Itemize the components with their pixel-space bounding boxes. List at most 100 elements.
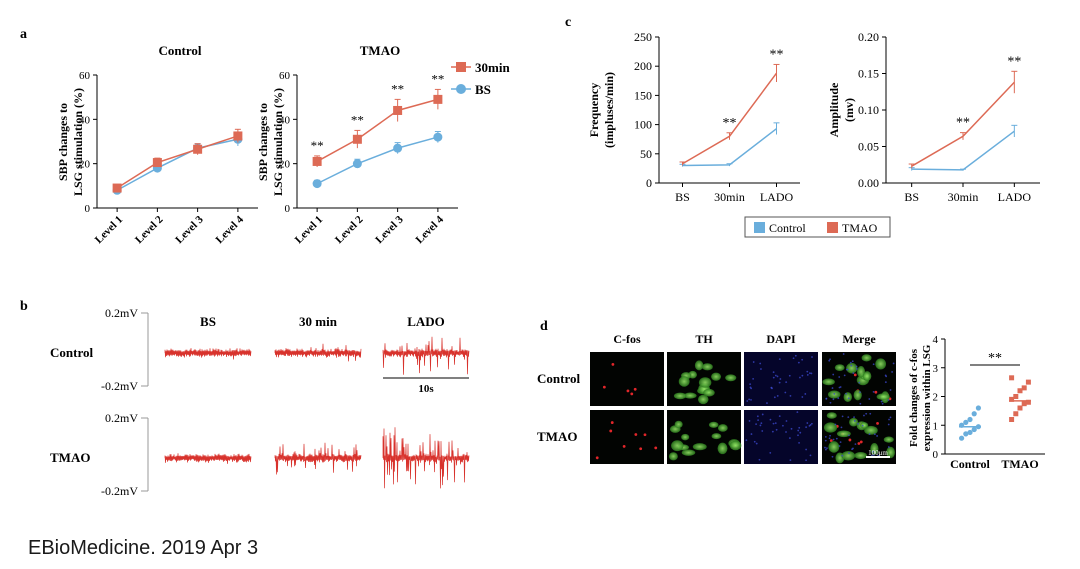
th-cell (823, 422, 838, 433)
dapi-nucleus (748, 420, 751, 422)
micrograph-cfos-tmao (590, 410, 664, 464)
dapi-nucleus (887, 423, 890, 426)
y-tick-label: 0.20 (858, 30, 879, 44)
x-tick-label: LADO (760, 190, 794, 204)
significance-mark: ** (956, 116, 970, 131)
dapi-nucleus (796, 411, 799, 414)
dapi-nucleus (785, 381, 788, 384)
cfos-signal-dot (609, 429, 613, 433)
x-tick-label: TMAO (1001, 457, 1038, 471)
dapi-nucleus (759, 362, 762, 365)
dapi-nucleus (760, 368, 762, 370)
dapi-nucleus (868, 398, 871, 400)
data-point-tmao (1009, 396, 1015, 402)
cfos-signal-dot (874, 390, 878, 394)
th-cell (674, 420, 683, 429)
dapi-nucleus (841, 415, 844, 418)
th-cell (671, 440, 684, 452)
dapi-nucleus (784, 391, 787, 394)
dapi-nucleus (809, 454, 812, 457)
y-tick-label: 0 (933, 449, 939, 461)
data-point-t30 (456, 62, 466, 72)
th-cell (836, 430, 851, 438)
dapi-nucleus (778, 381, 781, 384)
dapi-nucleus (761, 430, 764, 432)
dapi-nucleus (847, 416, 850, 419)
dapi-nucleus (848, 434, 850, 437)
cfos-signal-dot (829, 439, 833, 443)
cfos-signal-dot (602, 385, 606, 389)
dapi-nucleus (797, 434, 799, 437)
trace-column-label: 30 min (299, 314, 338, 329)
th-cell (862, 371, 872, 382)
dapi-nucleus (745, 439, 748, 442)
dapi-nucleus (776, 395, 779, 397)
data-point-control (963, 431, 969, 437)
dapi-nucleus (833, 393, 836, 395)
dapi-nucleus (755, 442, 758, 445)
chart-title: Control (158, 43, 201, 58)
significance-mark: ** (391, 81, 404, 96)
data-point-tmao (1009, 375, 1015, 381)
dapi-nucleus (774, 374, 777, 377)
dapi-nucleus (872, 390, 875, 393)
dapi-nucleus (755, 423, 757, 426)
chart-c-amplitude: Amplitude (mv) 0.00 0.05 0.10 0.15 0.20 BS 30m… (827, 30, 1040, 204)
cfos-signal-dot (626, 389, 630, 393)
micrograph-column-label: TH (695, 332, 713, 346)
x-tick-label: 30min (714, 190, 745, 204)
dapi-nucleus (772, 371, 775, 374)
y-axis-label-line1: Amplitude (827, 82, 841, 137)
y-tick-label: 50 (640, 147, 652, 161)
data-point-bs (456, 84, 466, 94)
data-point-tmao (1021, 401, 1027, 407)
dapi-nucleus (889, 389, 892, 391)
legend-c: Control TMAO (744, 216, 891, 238)
dapi-nucleus (872, 363, 875, 366)
x-tick-label: Level 3 (173, 213, 206, 246)
significance-mark: ** (351, 112, 364, 127)
dapi-nucleus (887, 446, 890, 448)
dapi-nucleus (809, 372, 811, 375)
y-axis-label-line1: Fold changes of c-fos (908, 348, 920, 447)
dapi-nucleus (851, 448, 853, 451)
dapi-nucleus (801, 374, 804, 377)
dapi-nucleus (880, 400, 883, 403)
dapi-nucleus (888, 418, 890, 421)
dapi-nucleus (809, 424, 812, 426)
trace-row-label: TMAO (50, 450, 90, 465)
th-cell (708, 421, 719, 428)
dapi-nucleus (790, 427, 793, 430)
dapi-nucleus (842, 353, 845, 355)
th-cell (698, 377, 712, 388)
th-cell (857, 366, 866, 378)
dapi-nucleus (846, 368, 849, 371)
trace-column-label: BS (200, 314, 216, 329)
dapi-nucleus (759, 424, 762, 427)
panel-b-nerve-traces: BS 30 min LADO Control 0.2mV -0.2mV TMAO 0.2mV -… (50, 306, 470, 498)
th-cell (886, 446, 895, 459)
legend-swatch-control (754, 222, 765, 233)
data-point-tmao (1017, 405, 1023, 411)
dapi-nucleus (831, 387, 834, 389)
th-cell (697, 394, 709, 405)
y-axis-label-line2: expression within LSG (921, 344, 933, 451)
cfos-signal-dot (622, 444, 626, 448)
dapi-nucleus (746, 400, 749, 402)
th-cell (711, 433, 722, 440)
dapi-nucleus (810, 422, 813, 425)
y-tick-label: 0 (85, 203, 91, 215)
th-cell (860, 422, 869, 429)
dapi-nucleus (847, 397, 850, 400)
significance-mark: ** (311, 138, 324, 153)
y-axis-label-line2: LSG stimulation (%) (71, 88, 85, 196)
data-point-tmao (1017, 388, 1023, 394)
data-point-t30 (352, 134, 362, 144)
dapi-nucleus (824, 439, 827, 442)
panel-letter-d: d (540, 319, 548, 334)
cfos-signal-dot (630, 392, 634, 396)
panel-letter-c: c (565, 15, 571, 30)
x-tick-label: 30min (948, 190, 979, 204)
th-cell (834, 364, 845, 371)
data-point-t30 (312, 156, 322, 166)
